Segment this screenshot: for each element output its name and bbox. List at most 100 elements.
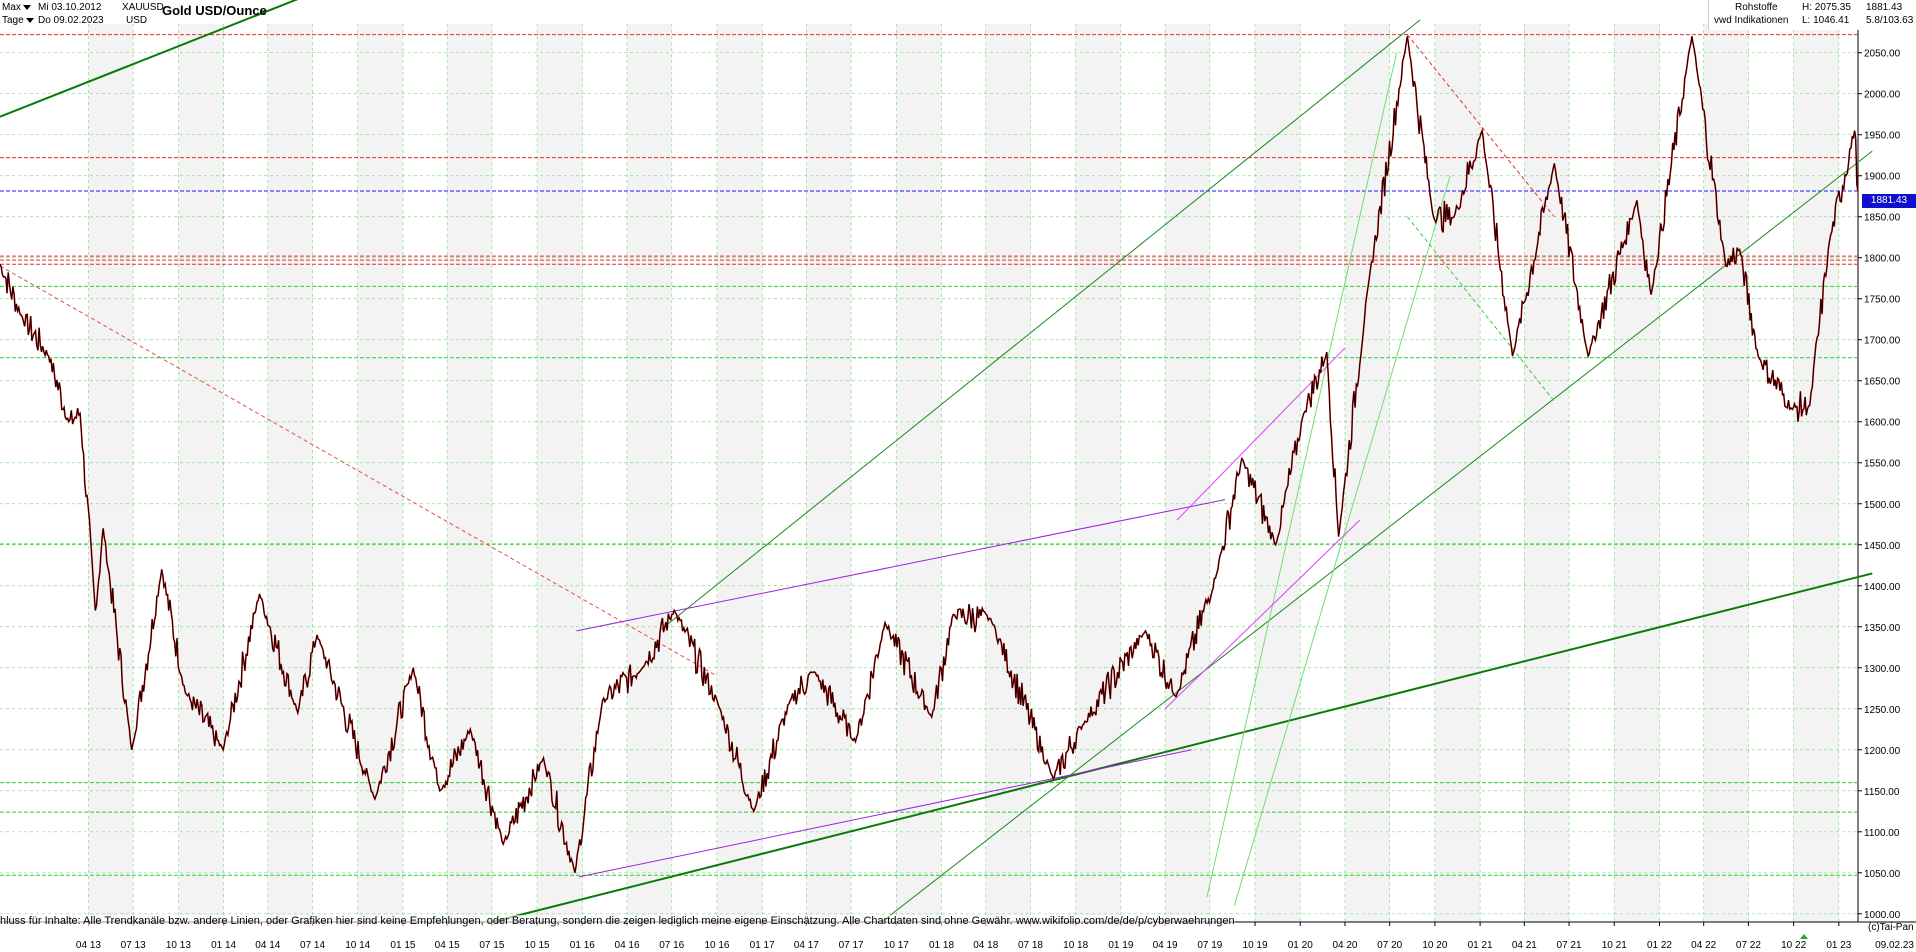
column-shade [896, 24, 942, 922]
x-tick-label: 04 19 [1153, 940, 1178, 951]
x-tick-label: 04 21 [1512, 940, 1537, 951]
column-shade [267, 24, 313, 922]
x-tick-label: 07 14 [300, 940, 325, 951]
y-tick-label: 1850.00 [1864, 213, 1901, 224]
source-label: vwd Indikationen [1714, 15, 1789, 26]
disclaimer: hluss für Inhalte: Alle Trendkanäle bzw.… [0, 915, 1235, 927]
column-shade [1614, 24, 1660, 922]
x-tick-label: 10 21 [1602, 940, 1627, 951]
x-tick-label: 07 13 [121, 940, 146, 951]
y-tick-label: 1650.00 [1864, 377, 1901, 388]
trend-line [1164, 519, 1361, 710]
x-tick-label: 07 21 [1557, 940, 1582, 951]
trend-line [578, 749, 1192, 878]
x-tick-label: 01 23 [1826, 940, 1851, 951]
column-shade [178, 24, 224, 922]
y-tick-label: 1950.00 [1864, 131, 1901, 142]
price-series [0, 36, 1859, 873]
column-shade [537, 24, 583, 922]
start-date: Mi 03.10.2012 [38, 2, 102, 13]
y-tick-label: 1000.00 [1864, 910, 1901, 921]
y-tick-label: 1900.00 [1864, 172, 1901, 183]
x-tick-label: 04 13 [76, 940, 101, 951]
column-shade [357, 24, 403, 922]
y-tick-label: 1150.00 [1864, 787, 1900, 798]
y-tick-label: 1300.00 [1864, 664, 1901, 675]
x-tick-label: 10 16 [704, 940, 729, 951]
x-tick-label: 10 17 [884, 940, 909, 951]
y-tick-label: 1400.00 [1864, 582, 1901, 593]
current-price-tag: 1881.43 [1862, 194, 1916, 208]
x-tick-label: 10 20 [1422, 940, 1447, 951]
x-tick-label: 04 18 [973, 940, 998, 951]
y-tick-label: 1450.00 [1864, 541, 1901, 552]
x-tick-label: 01 14 [211, 940, 236, 951]
column-shade [1255, 24, 1301, 922]
column-shade [88, 24, 134, 922]
x-tick-label: 07 22 [1736, 940, 1761, 951]
column-shade [447, 24, 492, 922]
interval-selector[interactable]: Tage [2, 14, 34, 27]
column-shade [985, 24, 1031, 922]
low-value: L: 1046.41 [1802, 15, 1850, 26]
x-tick-label: 10 15 [525, 940, 550, 951]
column-shade [806, 24, 852, 922]
trend-line [0, 0, 299, 118]
currency: USD [126, 15, 148, 26]
x-tick-label: 01 17 [750, 940, 775, 951]
y-tick-label: 1750.00 [1864, 295, 1901, 306]
column-shade [1793, 24, 1839, 922]
symbol: XAUUSD [122, 2, 164, 13]
column-shade [1344, 24, 1390, 922]
y-tick-label: 1700.00 [1864, 336, 1901, 347]
y-tick-label: 1050.00 [1864, 869, 1901, 880]
trend-line [1176, 347, 1346, 521]
trend-line [0, 265, 718, 677]
x-tick-label: 07 18 [1018, 940, 1043, 951]
category-label: Rohstoffe [1735, 2, 1778, 13]
chevron-down-icon [25, 17, 34, 23]
x-tick-label: 01 22 [1647, 940, 1672, 951]
y-tick-label: 1100.00 [1864, 828, 1900, 839]
arrow-icon [1800, 934, 1808, 939]
trend-line [1233, 175, 1451, 906]
copyright: (c)Tai-Pan [1868, 922, 1914, 933]
x-tick-label: 04 15 [435, 940, 460, 951]
column-shade [1075, 24, 1121, 922]
x-tick-label: 04 14 [255, 940, 280, 951]
x-tick-label: 04 16 [615, 940, 640, 951]
x-tick-label: 01 15 [390, 940, 415, 951]
x-tick-label: 04 22 [1691, 940, 1716, 951]
info-box [1708, 0, 1865, 30]
x-tick-label: 10 14 [345, 940, 370, 951]
range-label: Max [2, 2, 21, 13]
x-tick-label: 07 16 [659, 940, 684, 951]
x-tick-label: 01 16 [570, 940, 595, 951]
x-tick-label: 07 17 [839, 940, 864, 951]
column-shade [1703, 24, 1749, 922]
trend-line [576, 499, 1226, 632]
x-tick-label: 01 19 [1108, 940, 1133, 951]
last-value: 1881.43 [1866, 2, 1903, 13]
trend-line [881, 150, 1873, 923]
y-tick-label: 1250.00 [1864, 705, 1901, 716]
y-tick-label: 1550.00 [1864, 459, 1901, 470]
trend-line [1206, 52, 1398, 898]
trend-line [661, 19, 1421, 630]
range-selector[interactable]: Max [2, 1, 31, 14]
high-value: H: 2075.35 [1802, 2, 1851, 13]
chevron-down-icon [22, 4, 31, 10]
column-shade [1165, 24, 1210, 922]
column-shade [627, 24, 672, 922]
x-end-label: 09.02.23 [1875, 940, 1914, 951]
y-tick-label: 1500.00 [1864, 500, 1901, 511]
chart-title: Gold USD/Ounce [162, 3, 267, 18]
x-tick-label: 07 19 [1197, 940, 1222, 951]
x-tick-label: 10 22 [1781, 940, 1806, 951]
column-shade [1434, 24, 1481, 922]
x-tick-label: 04 17 [794, 940, 819, 951]
end-date: Do 09.02.2023 [38, 15, 104, 26]
x-tick-label: 01 20 [1288, 940, 1313, 951]
range-value: 5.8/103.63 [1866, 15, 1914, 26]
